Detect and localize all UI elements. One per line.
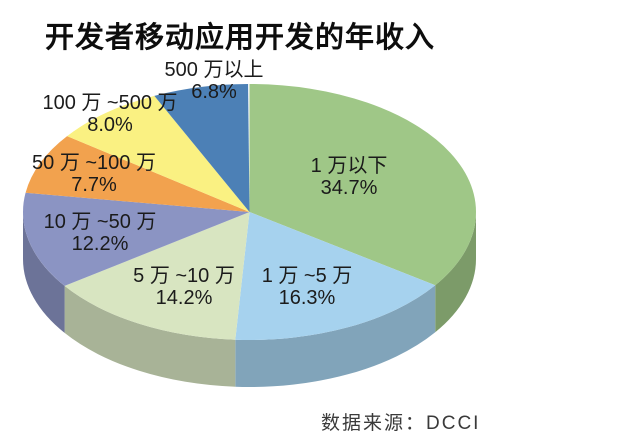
pie-slice-2 (64, 212, 250, 340)
slice-percent-text: 8.0% (87, 114, 133, 136)
slice-percent-text: 7.7% (71, 174, 117, 196)
pie-slice-side-0 (435, 212, 476, 333)
slice-label-text: 500 万以上 (164, 59, 264, 81)
pie-slice-4 (25, 136, 250, 212)
slice-label-text: 10 万 ~50 万 (43, 211, 157, 233)
slice-label-500k-1m: 50 万 ~100 万 7.7% (32, 152, 156, 196)
pie-slice-side-3 (23, 212, 65, 333)
slice-percent-text: 14.2% (155, 287, 213, 309)
pie-slice-3 (22, 192, 250, 286)
slice-label-50k-100k: 5 万 ~10 万 14.2% (133, 265, 235, 309)
pie-slice-1 (235, 212, 436, 340)
slice-label-under-10k: 1 万以下 34.7% (311, 155, 388, 199)
slice-label-100k-500k: 10 万 ~50 万 12.2% (44, 211, 157, 255)
pie-slice-side-1 (235, 285, 436, 387)
data-source-caption: 数据来源：DCCI (321, 413, 481, 434)
slice-percent-text: 6.8% (191, 81, 237, 103)
slice-label-text: 5 万 ~10 万 (133, 265, 235, 287)
slice-percent-text: 16.3% (278, 287, 336, 309)
slice-label-over-5m: 500 万以上 6.8% (165, 59, 264, 103)
slice-label-1m-5m: 100 万 ~500 万 8.0% (42, 92, 177, 136)
pie-slice-side-2 (64, 285, 236, 387)
pie-slice-6 (154, 84, 250, 212)
slice-percent-text: 34.7% (320, 177, 378, 199)
pie-slice-5 (67, 95, 250, 212)
slice-label-text: 1 万以下 (310, 155, 388, 177)
slice-percent-text: 12.2% (71, 233, 129, 255)
slice-label-10k-50k: 1 万 ~5 万 16.3% (262, 265, 353, 309)
chart-title: 开发者移动应用开发的年收入 (45, 22, 436, 54)
pie-slice-0 (249, 84, 477, 286)
slice-label-text: 100 万 ~500 万 (42, 92, 178, 114)
slice-label-text: 1 万 ~5 万 (261, 265, 353, 287)
slice-label-text: 50 万 ~100 万 (32, 152, 156, 174)
